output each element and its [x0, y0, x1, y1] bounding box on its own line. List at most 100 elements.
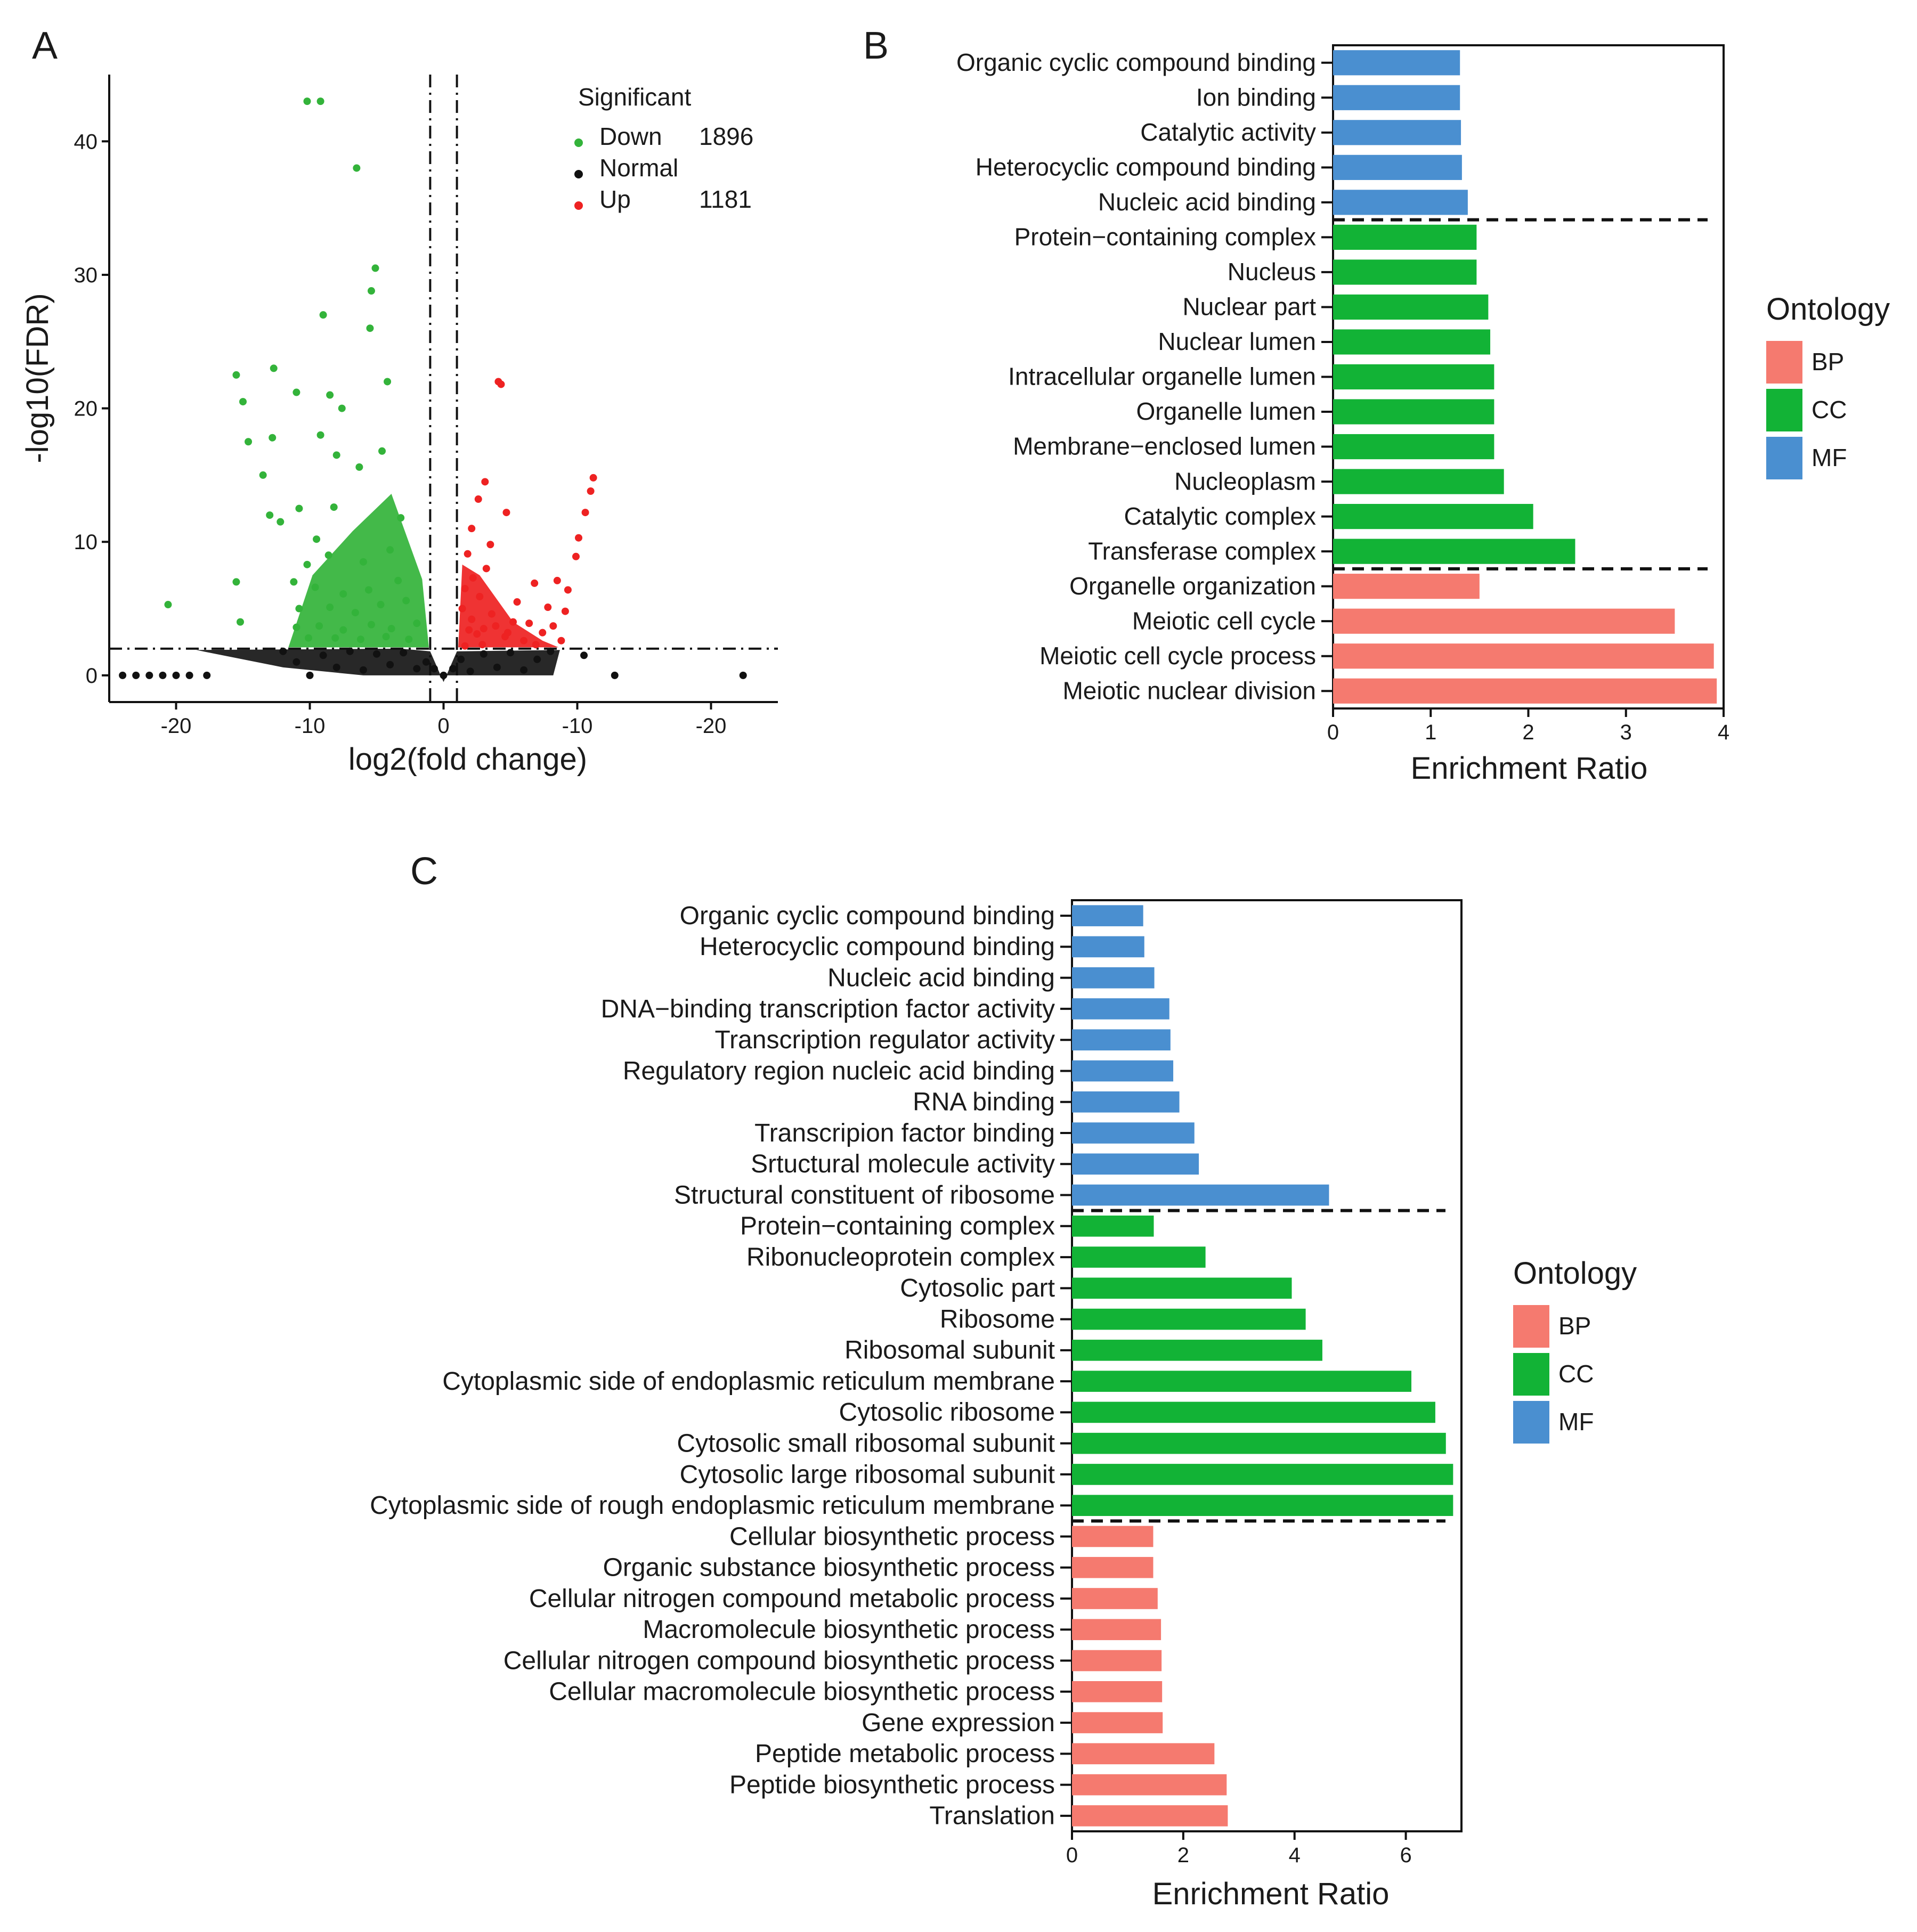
volcano-point-up [531, 579, 539, 587]
chart-c-category-label: DNA−binding transcription factor activit… [601, 995, 1055, 1023]
volcano-point-normal [119, 671, 127, 679]
chart-b-bar [1333, 643, 1714, 669]
volcano-point-down [316, 97, 324, 105]
volcano-point-down [326, 604, 334, 612]
volcano-point-down [366, 324, 374, 332]
chart-b-category-label: Nucleic acid binding [1098, 188, 1316, 216]
volcano-point-up [575, 534, 583, 542]
chart-b-bar [1333, 434, 1494, 460]
volcano-point-normal [520, 666, 528, 674]
chart-c-category-label: Cytoplasmic side of endoplasmic reticulu… [442, 1367, 1055, 1396]
chart-b-x-tick-label: 4 [1718, 721, 1729, 744]
chart-b-category-label: Ion binding [1196, 83, 1316, 111]
chart-c-category-label: Heterocyclic compound binding [700, 933, 1055, 961]
volcano-point-normal [611, 671, 619, 679]
chart-b-bar [1333, 608, 1675, 634]
volcano-point-normal [159, 671, 167, 679]
volcano-xlabel: log2(fold change) [348, 742, 587, 777]
panel-label-b: B [863, 25, 889, 67]
chart-b-bar [1333, 399, 1494, 425]
volcano-legend-up-count: 1181 [699, 185, 752, 213]
volcano-point-normal [185, 671, 193, 679]
volcano-point-down [259, 471, 267, 479]
chart-c-legend-item-cc: CC [1513, 1353, 1594, 1396]
volcano-point-down [386, 546, 394, 554]
volcano-point-up [557, 637, 565, 645]
volcano-point-up [581, 509, 589, 517]
volcano-point-normal [422, 658, 430, 666]
chart-b-legend-mf-label: MF [1812, 444, 1847, 471]
volcano-point-down [293, 623, 300, 631]
chart-c-category-label: Transcripion factor binding [754, 1119, 1055, 1147]
chart-c-category-label: Cytosolic part [900, 1274, 1055, 1302]
volcano-point-up [503, 629, 511, 637]
volcano-point-down [332, 451, 340, 459]
volcano-point-down [239, 398, 247, 406]
volcano-point-down [402, 597, 410, 605]
volcano-x-tick-label: -10 [295, 714, 326, 738]
chart-b-legend-title: Ontology [1766, 292, 1890, 327]
volcano-point-normal [440, 671, 448, 679]
volcano-point-down [236, 618, 244, 626]
volcano-point-down [382, 633, 390, 641]
volcano-point-down [316, 431, 324, 439]
chart-c-x-tick-label: 0 [1066, 1844, 1078, 1867]
volcano-point-normal [203, 671, 211, 679]
chart-c-category-label: Cytosolic large ribosomal subunit [680, 1461, 1055, 1489]
chart-c-category-label: Transcription regulator activity [715, 1026, 1055, 1054]
volcano-legend-normal-marker [574, 170, 583, 178]
chart-c-bar [1072, 1091, 1180, 1113]
volcano-legend-up-label: Up [599, 185, 631, 213]
volcano-point-up [539, 629, 547, 637]
volcano-point-normal [373, 650, 380, 658]
volcano-point-down [405, 635, 413, 643]
volcano-point-normal [346, 647, 354, 655]
volcano-point-up [478, 641, 486, 649]
volcano-point-up [561, 607, 569, 615]
volcano-point-down [293, 388, 300, 396]
chart-b-bar [1333, 678, 1717, 704]
volcano-point-up [525, 619, 533, 627]
chart-b-bar-chart: Organic cyclic compound binding Ion bindi… [956, 44, 1729, 744]
chart-b-bar [1333, 224, 1477, 250]
chart-c-legend-cc-swatch [1513, 1353, 1549, 1396]
volcano-point-up [572, 552, 580, 560]
volcano-legend-item-down: Down 1896 [574, 123, 753, 150]
chart-c-bar [1072, 1371, 1412, 1392]
volcano-point-up [488, 610, 496, 618]
chart-c-bar [1072, 1308, 1306, 1330]
volcano-down-cloud [288, 494, 429, 648]
chart-b-bar [1333, 539, 1575, 564]
chart-c-category-label: Ribonucleoprotein complex [746, 1243, 1055, 1271]
volcano-point-up [553, 576, 561, 584]
volcano-point-normal [739, 671, 747, 679]
panel-label-a: A [32, 25, 58, 67]
volcano-point-down [303, 560, 311, 568]
volcano-point-normal [466, 667, 474, 675]
volcano-point-normal [533, 655, 541, 663]
volcano-point-normal [580, 651, 588, 659]
volcano-legend-normal-label: Normal [599, 154, 678, 182]
chart-c-bar [1072, 1060, 1174, 1082]
chart-c-category-label: Cellular nitrogen compound biosynthetic … [503, 1646, 1055, 1675]
chart-c-bar [1072, 1588, 1158, 1609]
chart-b-category-label: Organelle organization [1069, 572, 1316, 600]
volcano-x-tick-label: -10 [562, 714, 593, 738]
chart-b-legend-item-bp: BP [1766, 341, 1844, 384]
chart-c-category-label: Protein−containing complex [740, 1212, 1055, 1241]
volcano-y-tick-label: 20 [74, 397, 98, 421]
volcano-point-up [461, 642, 469, 650]
volcano-point-up [480, 625, 488, 633]
chart-c-bar [1072, 1650, 1162, 1672]
volcano-point-down [326, 391, 334, 399]
volcano-point-normal [449, 665, 457, 673]
volcano-y-tick-label: 40 [74, 130, 98, 153]
volcano-point-down [397, 514, 405, 522]
volcano-point-up [461, 584, 469, 592]
volcano-legend-item-up: Up 1181 [574, 185, 752, 213]
volcano-point-up [587, 487, 595, 495]
volcano-point-up [589, 474, 597, 482]
volcano-point-down [330, 503, 338, 511]
volcano-point-down [367, 621, 375, 629]
